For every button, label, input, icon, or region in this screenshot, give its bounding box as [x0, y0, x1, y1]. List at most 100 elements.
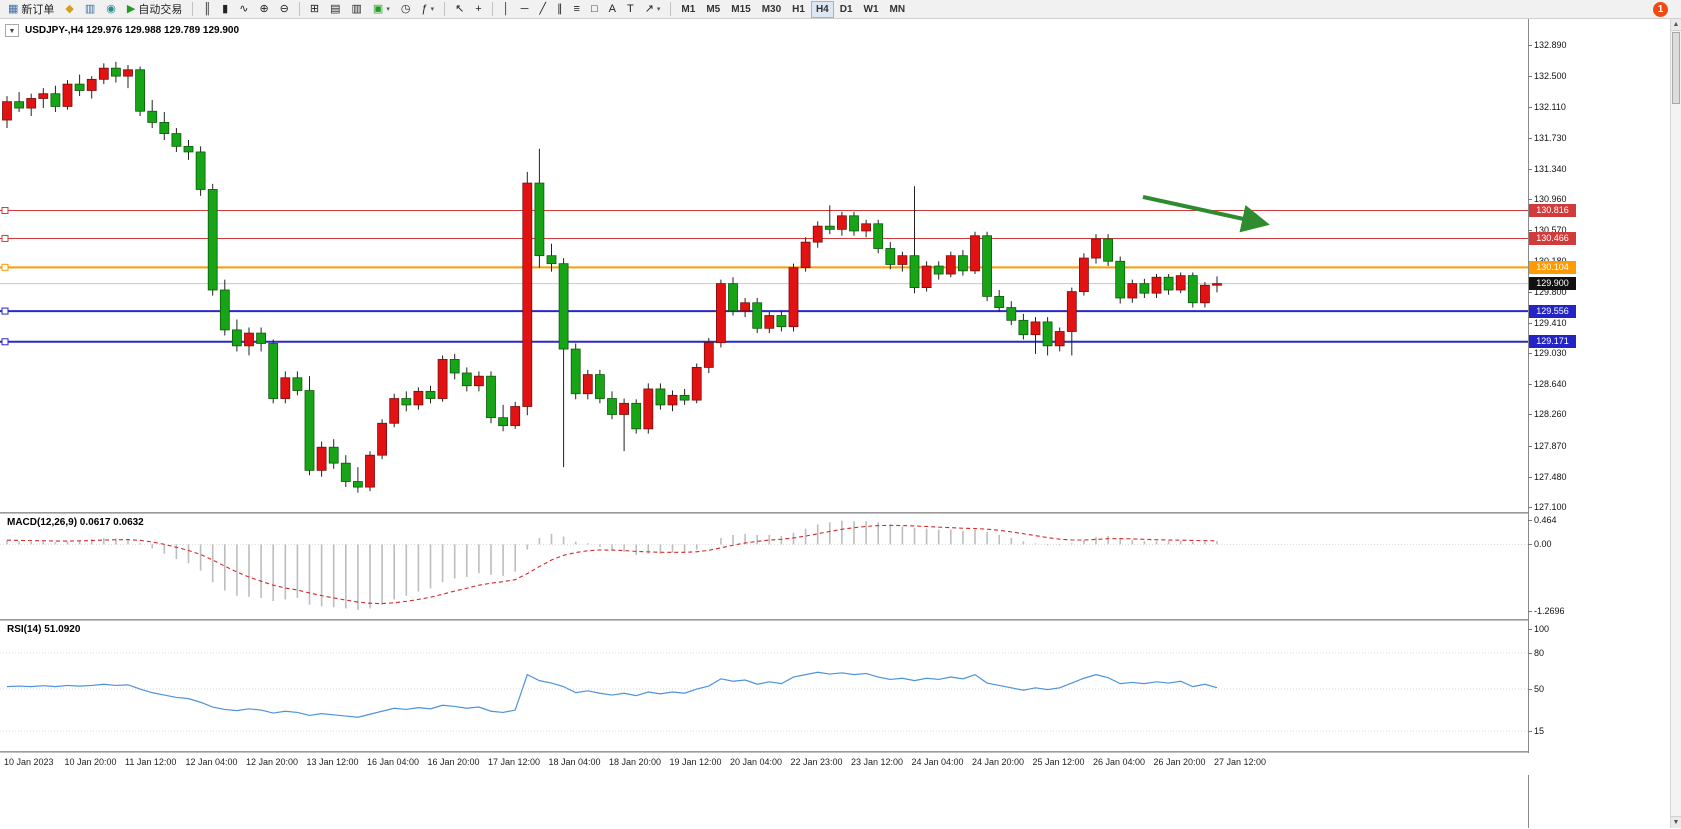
bar-chart-button[interactable]: ║: [198, 1, 216, 18]
macd-panel-splitter[interactable]: [0, 512, 1670, 514]
function-icon: ƒ: [421, 2, 428, 15]
level-line-handle[interactable]: [1, 263, 9, 271]
price-level-badge: 130.466: [1529, 231, 1576, 245]
timeframe-mn-button[interactable]: MN: [885, 1, 911, 18]
level-line-handle[interactable]: [1, 207, 9, 215]
indicators-window-button[interactable]: ◆: [60, 1, 78, 18]
toolbar-separator: [192, 2, 194, 16]
timeframe-m15-button[interactable]: M15: [726, 1, 755, 18]
price-axis-label: 127.870: [1528, 440, 1567, 451]
caret-down-icon: ▾: [386, 5, 390, 13]
horizontal-line-button[interactable]: ─: [516, 1, 534, 18]
price-axis-label: 128.640: [1528, 379, 1567, 390]
time-axis-label: 27 Jan 12:00: [1214, 757, 1267, 767]
trendline-button[interactable]: ╱: [534, 1, 551, 18]
time-axis-label: 20 Jan 04:00: [730, 757, 783, 767]
time-axis-label: 12 Jan 04:00: [185, 757, 238, 767]
vertical-scrollbar[interactable]: ▲ ▼: [1670, 19, 1681, 828]
play-icon: ▶: [126, 2, 136, 15]
time-axis-splitter[interactable]: [0, 751, 1670, 753]
line-chart-icon: ∿: [239, 2, 249, 15]
text-button[interactable]: A: [604, 1, 621, 18]
caret-down-icon: ▾: [430, 5, 435, 13]
rsi-panel-canvas[interactable]: [0, 621, 1528, 751]
tile-windows-button[interactable]: ⊞: [305, 1, 324, 18]
chart-window: ▼ USDJPY-,H4 129.976 129.988 129.789 129…: [0, 19, 1681, 828]
rsi-panel-splitter[interactable]: [0, 619, 1670, 621]
scroll-up-icon[interactable]: ▲: [1671, 19, 1681, 31]
notification-badge[interactable]: 1: [1653, 2, 1668, 17]
cascade-windows-button[interactable]: ▤: [325, 1, 345, 18]
time-axis-label: 19 Jan 12:00: [669, 757, 722, 767]
navigator-button[interactable]: ◉: [101, 1, 121, 18]
new-chart-button[interactable]: ▣ ▾: [368, 1, 395, 18]
text-icon: A: [608, 2, 616, 15]
navigator-icon: ◉: [106, 2, 116, 15]
toolbar-separator: [444, 2, 446, 16]
timeframe-w1-button[interactable]: W1: [859, 1, 884, 18]
timeframe-m5-button[interactable]: M5: [701, 1, 725, 18]
cursor-icon: ↖: [455, 2, 465, 15]
indicators-button[interactable]: ƒ ▾: [416, 1, 439, 18]
candlestick-chart-button[interactable]: ▮: [217, 1, 233, 18]
price-axis-label: 127.100: [1528, 502, 1567, 513]
price-axis-label: 129.410: [1528, 317, 1567, 328]
time-axis-label: 10 Jan 2023: [4, 757, 54, 767]
macd-axis-label: 0.00: [1528, 539, 1552, 550]
price-level-badge: 129.171: [1529, 335, 1576, 349]
scroll-down-icon[interactable]: ▼: [1671, 816, 1681, 828]
auto-trading-button[interactable]: ▶ 自动交易: [122, 1, 187, 18]
trend-arrow-annotation[interactable]: [1142, 195, 1270, 233]
chevron-down-icon[interactable]: ▼: [5, 24, 19, 37]
rsi-axis-label: 15: [1527, 726, 1545, 737]
auto-scroll-button[interactable]: ◷: [396, 1, 416, 18]
toolbar-separator: [670, 2, 672, 16]
timeframe-m30-button[interactable]: M30: [757, 1, 786, 18]
main-chart-canvas[interactable]: [0, 19, 1528, 512]
equidistant-channel-button[interactable]: ∥: [552, 1, 568, 18]
auto-trading-button-label: 自动交易: [138, 4, 183, 16]
level-line-handle[interactable]: [1, 307, 9, 315]
time-axis-label: 22 Jan 23:00: [790, 757, 843, 767]
zoom-out-button[interactable]: ⊖: [275, 1, 294, 18]
rsi-axis-label: 50: [1527, 684, 1545, 695]
caret-down-icon: ▾: [656, 5, 661, 13]
vertical-line-button[interactable]: │: [498, 1, 515, 18]
arrange-windows-button[interactable]: ▥: [347, 1, 367, 18]
macd-panel-canvas[interactable]: [0, 514, 1528, 619]
line-chart-button[interactable]: ∿: [234, 1, 253, 18]
zoom-in-button[interactable]: ⊕: [254, 1, 273, 18]
trendline-icon: ╱: [539, 2, 547, 15]
price-axis-label: 132.500: [1528, 71, 1567, 82]
current-price-badge: 129.900: [1529, 277, 1576, 291]
time-axis-label: 17 Jan 12:00: [488, 757, 541, 767]
label-button[interactable]: T: [622, 1, 639, 18]
cursor-button[interactable]: ↖: [450, 1, 469, 18]
price-level-badge: 129.556: [1529, 304, 1576, 318]
level-line-handle[interactable]: [1, 338, 9, 346]
candles: [2, 61, 1222, 493]
level-line-handle[interactable]: [1, 234, 9, 242]
price-axis-label: 130.570: [1528, 225, 1567, 236]
time-axis-label: 10 Jan 20:00: [64, 757, 117, 767]
timeframe-d1-button[interactable]: D1: [835, 1, 858, 18]
symbol-header[interactable]: ▼ USDJPY-,H4 129.976 129.988 129.789 129…: [5, 24, 242, 37]
price-axis-label: 127.480: [1528, 471, 1567, 482]
time-axis-label: 13 Jan 12:00: [306, 757, 359, 767]
time-axis-label: 12 Jan 20:00: [246, 757, 299, 767]
market-watch-button[interactable]: ▥: [80, 1, 100, 18]
fibonacci-button[interactable]: ≡: [569, 1, 585, 18]
price-axis-label: 130.960: [1528, 194, 1567, 205]
time-axis-label: 18 Jan 20:00: [609, 757, 662, 767]
timeframe-m1-button[interactable]: M1: [676, 1, 700, 18]
timeframe-h4-button[interactable]: H4: [810, 0, 834, 18]
price-axis-label: 131.730: [1528, 132, 1567, 143]
new-order-icon: ▦: [8, 2, 19, 15]
shapes-button[interactable]: □: [586, 1, 603, 18]
timeframe-h1-button[interactable]: H1: [787, 1, 810, 18]
crosshair-button[interactable]: +: [470, 1, 486, 18]
time-axis-label: 18 Jan 04:00: [548, 757, 601, 767]
arrows-tool-button[interactable]: ↗ ▾: [640, 1, 666, 18]
new-order-button[interactable]: ▦ 新订单: [3, 1, 59, 18]
scrollbar-thumb[interactable]: [1672, 32, 1680, 104]
